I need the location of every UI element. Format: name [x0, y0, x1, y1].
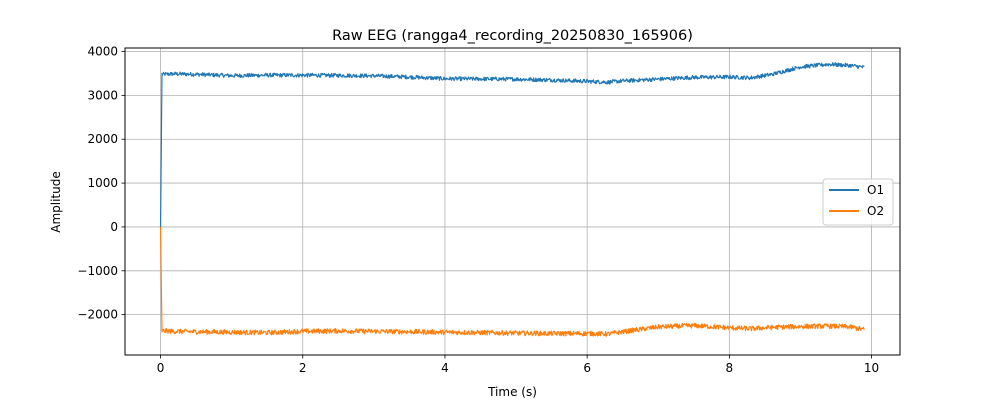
x-tick-label: 8 — [726, 361, 734, 375]
x-tick-label: 2 — [299, 361, 307, 375]
chart-title: Raw EEG (rangga4_recording_20250830_1659… — [332, 28, 693, 44]
plot-area-frame — [124, 47, 901, 356]
series-layer — [159, 62, 865, 337]
y-tick-label: 4000 — [87, 45, 118, 59]
legend: O1 O2 — [822, 178, 894, 226]
ticks: 0 2 4 6 8 10 −2000 −1000 0 1000 2000 3000 4000 — [77, 45, 879, 375]
series-line-o2 — [159, 226, 865, 337]
x-axis-label: Time (s) — [487, 385, 537, 399]
series-line-o1 — [159, 62, 865, 227]
grid-lines — [125, 48, 900, 355]
y-tick-label: −1000 — [77, 264, 118, 278]
y-tick-label: 2000 — [87, 132, 118, 146]
y-tick-label: 1000 — [87, 176, 118, 190]
x-tick-label: 4 — [441, 361, 449, 375]
legend-label-o2: O2 — [867, 204, 884, 218]
y-tick-label: 0 — [110, 220, 118, 234]
y-tick-label: 3000 — [87, 88, 118, 102]
x-tick-label: 0 — [157, 361, 165, 375]
y-tick-label: −2000 — [77, 308, 118, 322]
x-tick-label: 6 — [583, 361, 591, 375]
y-axis-label: Amplitude — [49, 171, 63, 233]
x-tick-label: 10 — [864, 361, 879, 375]
legend-label-o1: O1 — [867, 183, 884, 197]
